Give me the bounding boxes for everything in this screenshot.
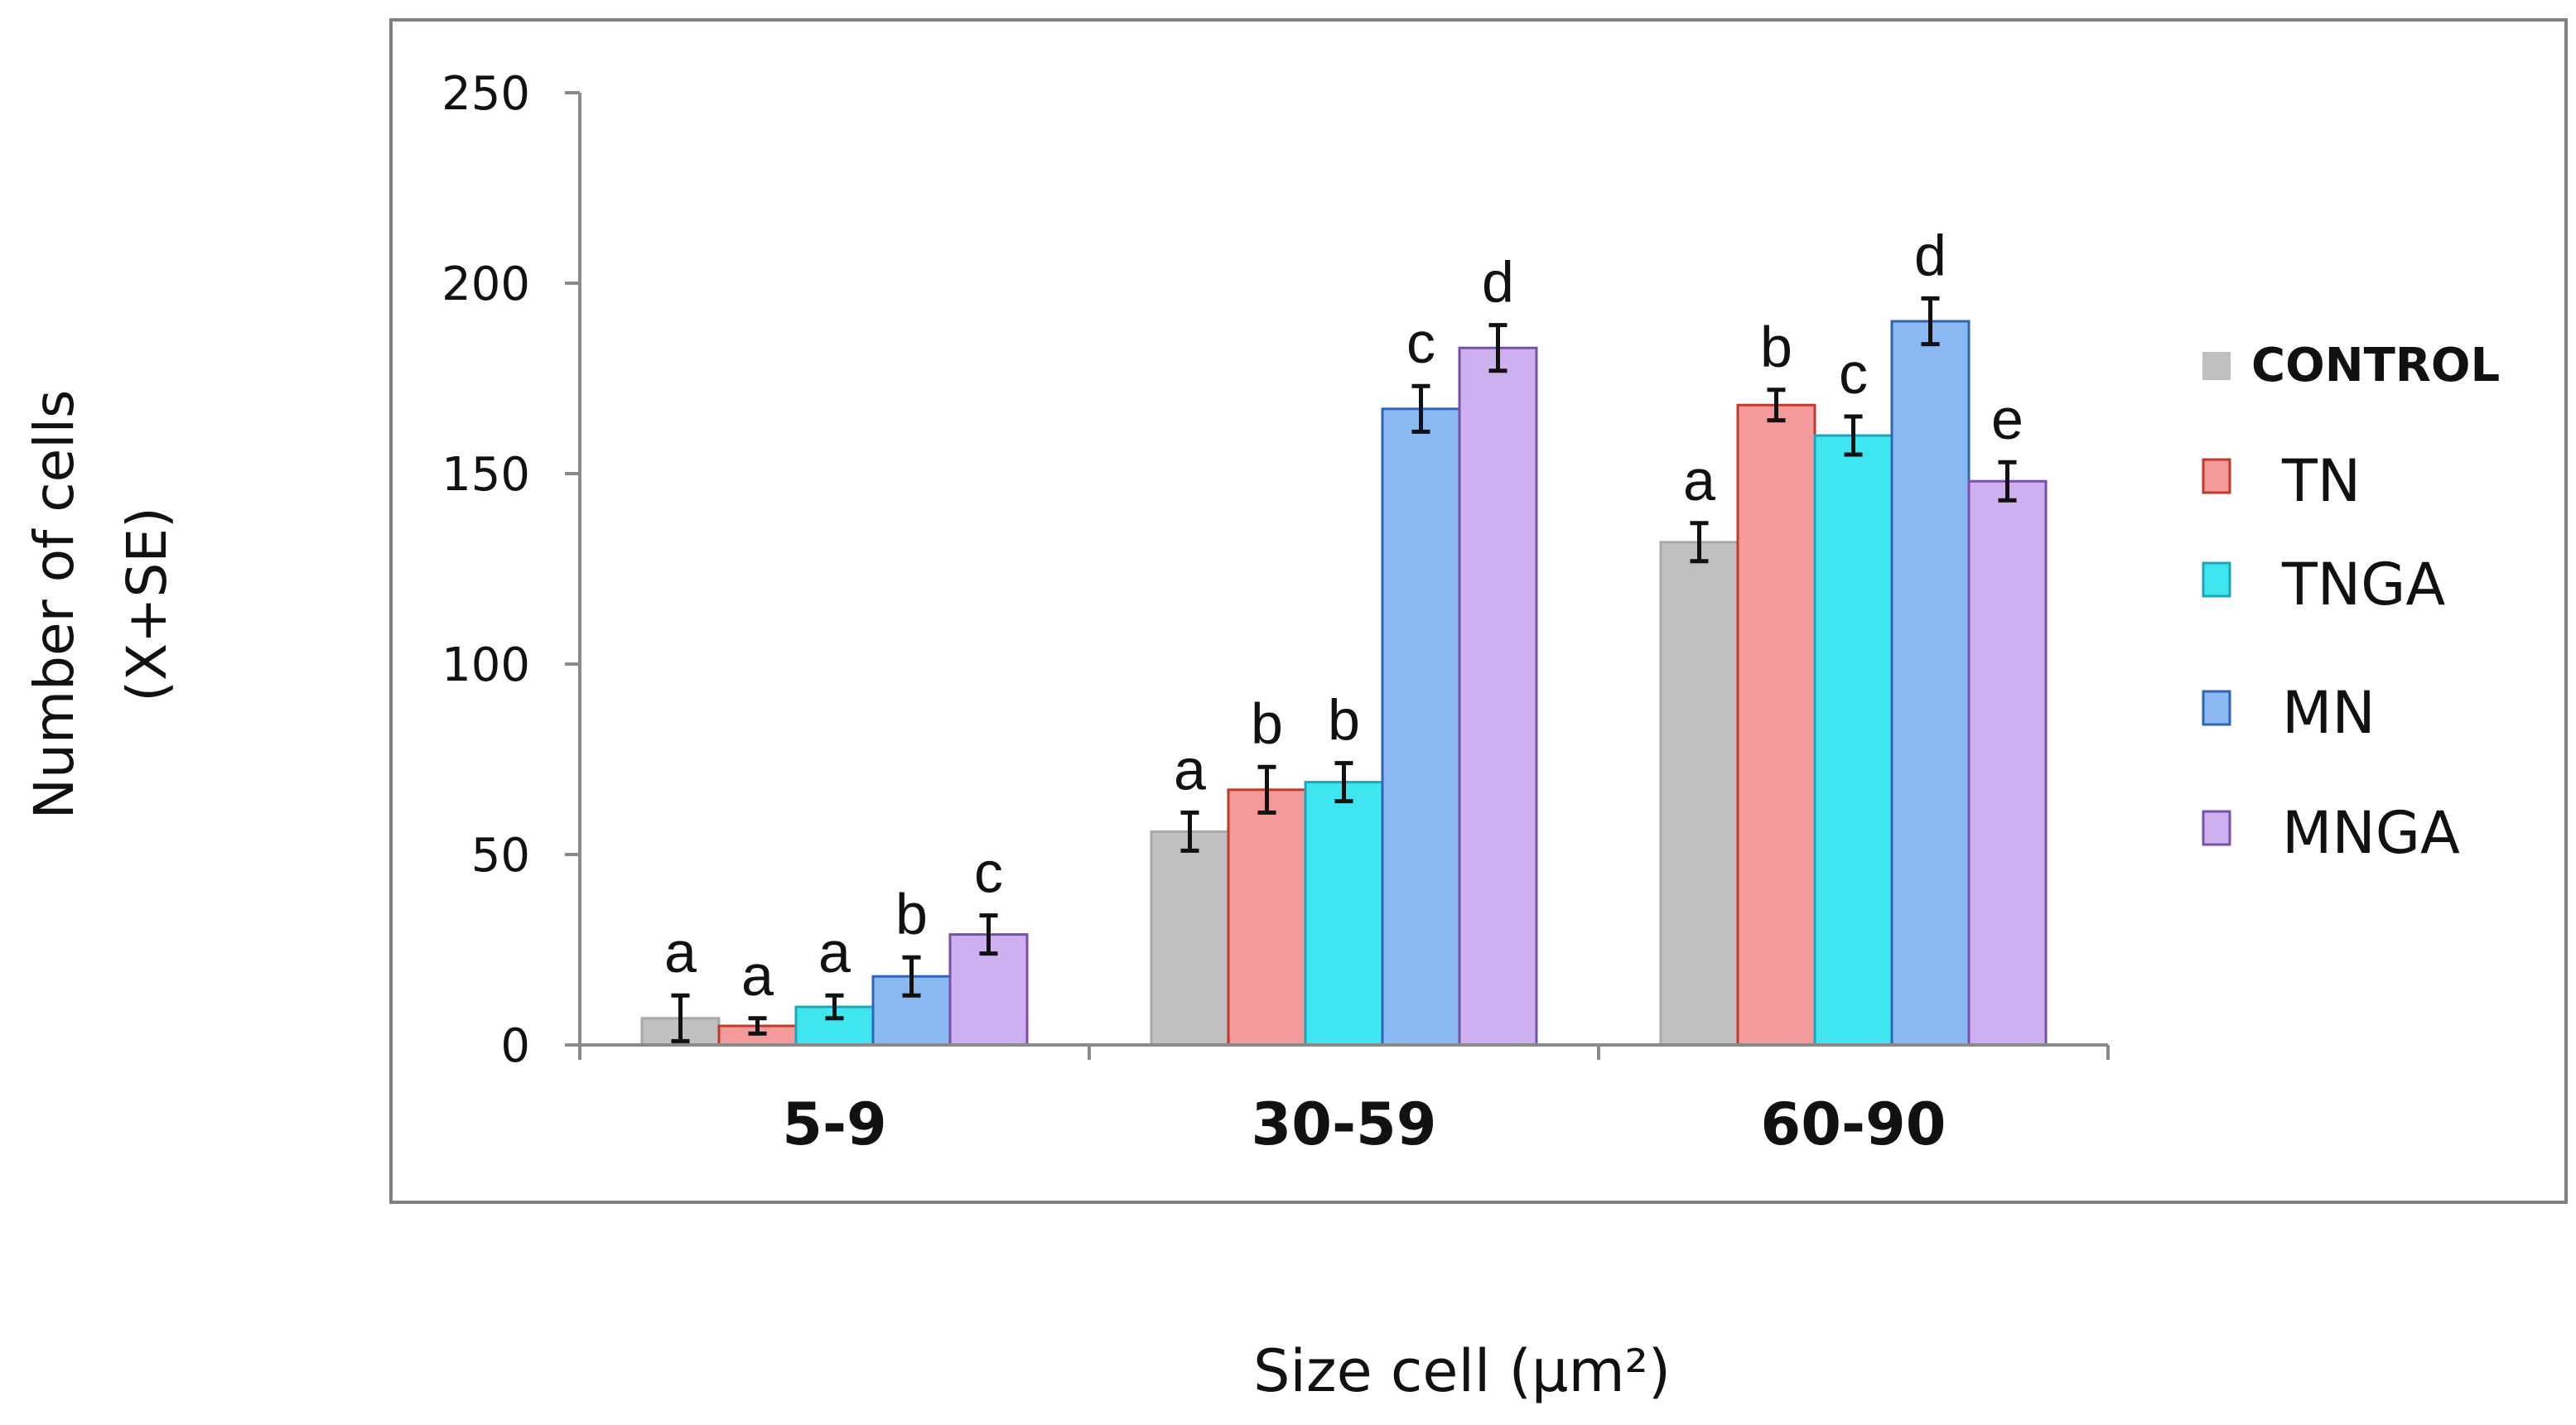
significance-letter: b xyxy=(895,882,928,946)
x-axis-label: Size cell (μm²) xyxy=(1253,1337,1671,1405)
significance-letter: d xyxy=(1482,250,1514,315)
significance-letter: e xyxy=(1991,387,2024,451)
bar-control-60-90 xyxy=(1659,541,1739,1047)
bar-mnga-60-90 xyxy=(1967,479,2048,1047)
bar-mn-30-59 xyxy=(1381,407,1461,1047)
bar-tn-30-59 xyxy=(1227,788,1307,1047)
significance-letter: b xyxy=(1328,688,1360,753)
significance-letter: c xyxy=(1406,311,1435,375)
bar-mnga-30-59 xyxy=(1458,346,1538,1047)
bar-tn-60-90 xyxy=(1736,403,1816,1047)
significance-letter: a xyxy=(818,920,851,985)
significance-letter: a xyxy=(1174,737,1206,802)
significance-letter: d xyxy=(1914,223,1946,287)
legend-label-tnga: TNGA xyxy=(2281,551,2445,619)
bar-tnga-60-90 xyxy=(1813,434,1893,1047)
bar-mn-60-90 xyxy=(1890,320,1971,1047)
legend-swatch-mnga xyxy=(2202,810,2231,846)
significance-letter: a xyxy=(664,920,697,985)
significance-letter: b xyxy=(1760,315,1792,379)
legend-label-tn: TN xyxy=(2281,447,2361,515)
legend-label-mn: MN xyxy=(2282,679,2376,747)
legend-label-mnga: MNGA xyxy=(2282,799,2460,867)
significance-letter: a xyxy=(741,943,774,1008)
significance-letter: c xyxy=(1839,341,1868,406)
significance-letter: a xyxy=(1683,448,1715,513)
x-tick-label: 60-90 xyxy=(1761,1090,1946,1158)
y-tick-label: 50 xyxy=(471,829,530,883)
y-tick-label: 250 xyxy=(441,67,530,121)
significance-letter: c xyxy=(974,840,1003,905)
significance-letter: b xyxy=(1251,691,1283,756)
legend-swatch-tn xyxy=(2202,458,2231,494)
legend-swatch-tnga xyxy=(2202,561,2231,598)
legend-swatch-control xyxy=(2202,352,2231,380)
legend-swatch-mn xyxy=(2202,690,2231,726)
y-tick-label: 150 xyxy=(441,448,530,502)
x-tick-label: 30-59 xyxy=(1252,1090,1437,1158)
y-tick-label: 100 xyxy=(441,638,530,692)
bar-mnga-5-9 xyxy=(948,933,1029,1047)
x-tick-label: 5-9 xyxy=(782,1090,886,1158)
y-axis-label: Number of cells xyxy=(22,390,86,820)
y-tick-label: 200 xyxy=(441,258,530,311)
y-tick-label: 0 xyxy=(500,1019,530,1073)
bar-control-30-59 xyxy=(1150,830,1230,1047)
legend-label-control: CONTROL xyxy=(2251,339,2500,392)
y-axis-label-unit: (X+SE) xyxy=(115,507,179,702)
legend: CONTROL TN TNGA MN MNGA xyxy=(2202,339,2500,867)
bar-tnga-30-59 xyxy=(1304,781,1384,1047)
